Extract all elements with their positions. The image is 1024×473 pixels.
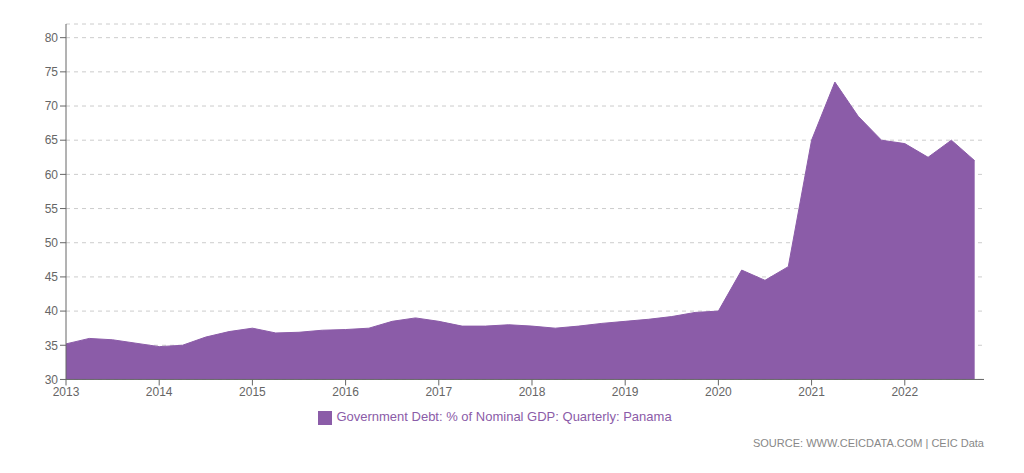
svg-text:2017: 2017 (425, 385, 452, 399)
svg-text:75: 75 (45, 65, 59, 79)
svg-text:2020: 2020 (705, 385, 732, 399)
svg-text:2015: 2015 (239, 385, 266, 399)
html-text:Government Debt: % of Nominal: Government Debt: % of Nominal GDP: Quart… (336, 409, 672, 425)
svg-text:45: 45 (45, 270, 59, 284)
svg-text:2022: 2022 (891, 385, 918, 399)
html-text:SOURCE: WWW.CEICDATA.COM | CEI: SOURCE: WWW.CEICDATA.COM | CEIC Data (753, 437, 984, 449)
svg-text:2014: 2014 (146, 385, 173, 399)
svg-text:60: 60 (45, 168, 59, 182)
svg-text:2013: 2013 (53, 385, 80, 399)
svg-text:40: 40 (45, 304, 59, 318)
svg-text:70: 70 (45, 99, 59, 113)
svg-text:55: 55 (45, 202, 59, 216)
svg-text:80: 80 (45, 31, 59, 45)
svg-text:65: 65 (45, 133, 59, 147)
svg-text:50: 50 (45, 236, 59, 250)
svg-text:2018: 2018 (519, 385, 546, 399)
svg-text:35: 35 (45, 339, 59, 353)
svg-text:2021: 2021 (798, 385, 825, 399)
svg-text:30: 30 (45, 373, 59, 387)
svg-text:2016: 2016 (332, 385, 359, 399)
svg-text:2019: 2019 (612, 385, 639, 399)
